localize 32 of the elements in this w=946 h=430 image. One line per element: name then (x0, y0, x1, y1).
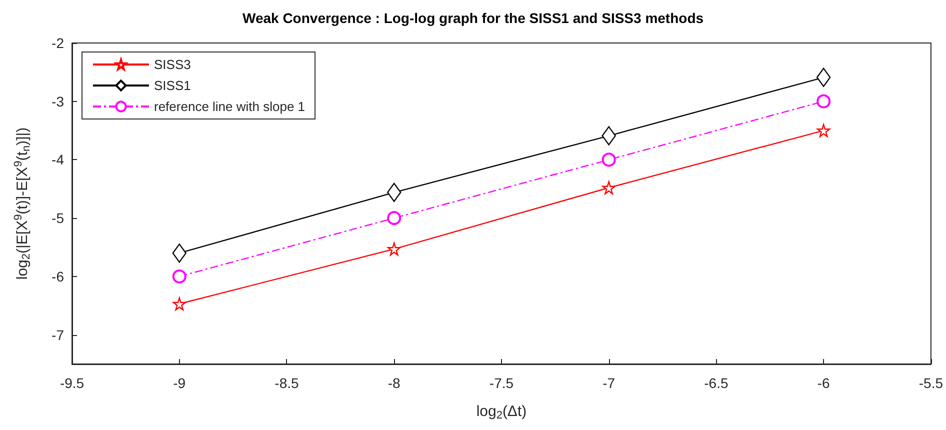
x-tick-label: -9 (173, 375, 186, 391)
y-tick-label: -4 (52, 152, 64, 168)
point (602, 152, 616, 167)
x-tick-label: -7 (602, 375, 616, 391)
point (388, 242, 401, 256)
text: log2(|E[X9(t)]-E[X9(tn)]|) (12, 127, 32, 280)
x-tick-label: -7.5 (489, 375, 514, 391)
legend-label: SISS1 (154, 78, 191, 93)
point (816, 94, 831, 108)
legend-label: reference line with slope 1 (154, 99, 306, 114)
legend-label: SISS3 (154, 57, 191, 72)
point (172, 269, 186, 284)
point (172, 244, 186, 263)
y-tick-label: -6 (52, 268, 64, 284)
x-tick-label: -9.5 (60, 375, 84, 391)
point (387, 182, 402, 202)
point (816, 68, 831, 88)
x-tick-label: -6.5 (704, 375, 728, 391)
x-tick-label: -6 (817, 375, 830, 391)
x-tick-label: -5.5 (918, 375, 944, 391)
x-tick-label: -8 (388, 375, 401, 391)
y-tick-label: -7 (52, 326, 64, 343)
point (172, 297, 186, 310)
point (602, 181, 616, 194)
x-tick-label: -8.5 (274, 375, 300, 391)
y-tick-label: -2 (52, 35, 64, 51)
point (602, 126, 616, 146)
chart-title: Weak Convergence : Log-log graph for the SISS1 and SISS3 methods (242, 10, 704, 26)
y-tick-label: -5 (52, 210, 64, 226)
point (816, 124, 830, 138)
y-tick-label: -3 (52, 93, 64, 110)
point (387, 211, 402, 226)
